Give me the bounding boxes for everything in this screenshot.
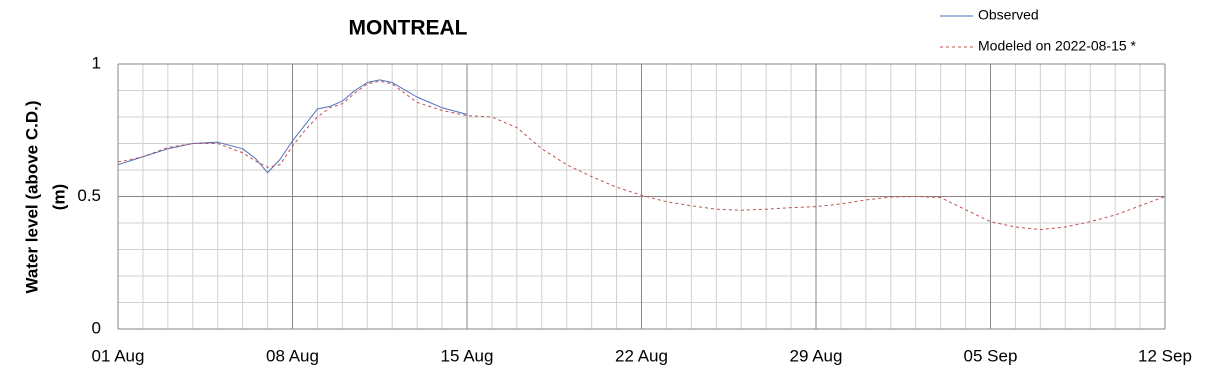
y-axis-label: Water level (above C.D.) [22, 100, 41, 293]
x-tick-label: 22 Aug [615, 346, 668, 365]
legend-label: Modeled on 2022-08-15 * [978, 38, 1137, 54]
x-tick-label: 12 Sep [1138, 346, 1192, 365]
x-tick-label: 05 Sep [964, 346, 1018, 365]
x-tick-label: 01 Aug [92, 346, 145, 365]
y-tick-label: 0.5 [77, 186, 101, 205]
legend-label: Observed [978, 7, 1039, 23]
y-axis-label: (m) [49, 184, 68, 210]
x-tick-label: 15 Aug [441, 346, 494, 365]
data-line [117, 80, 1166, 231]
y-tick-label: 1 [92, 53, 101, 72]
x-tick-label: 29 Aug [790, 346, 843, 365]
y-tick-label: 0 [92, 318, 101, 337]
chart-title: MONTREAL [349, 17, 468, 40]
x-tick-label: 08 Aug [266, 346, 319, 365]
